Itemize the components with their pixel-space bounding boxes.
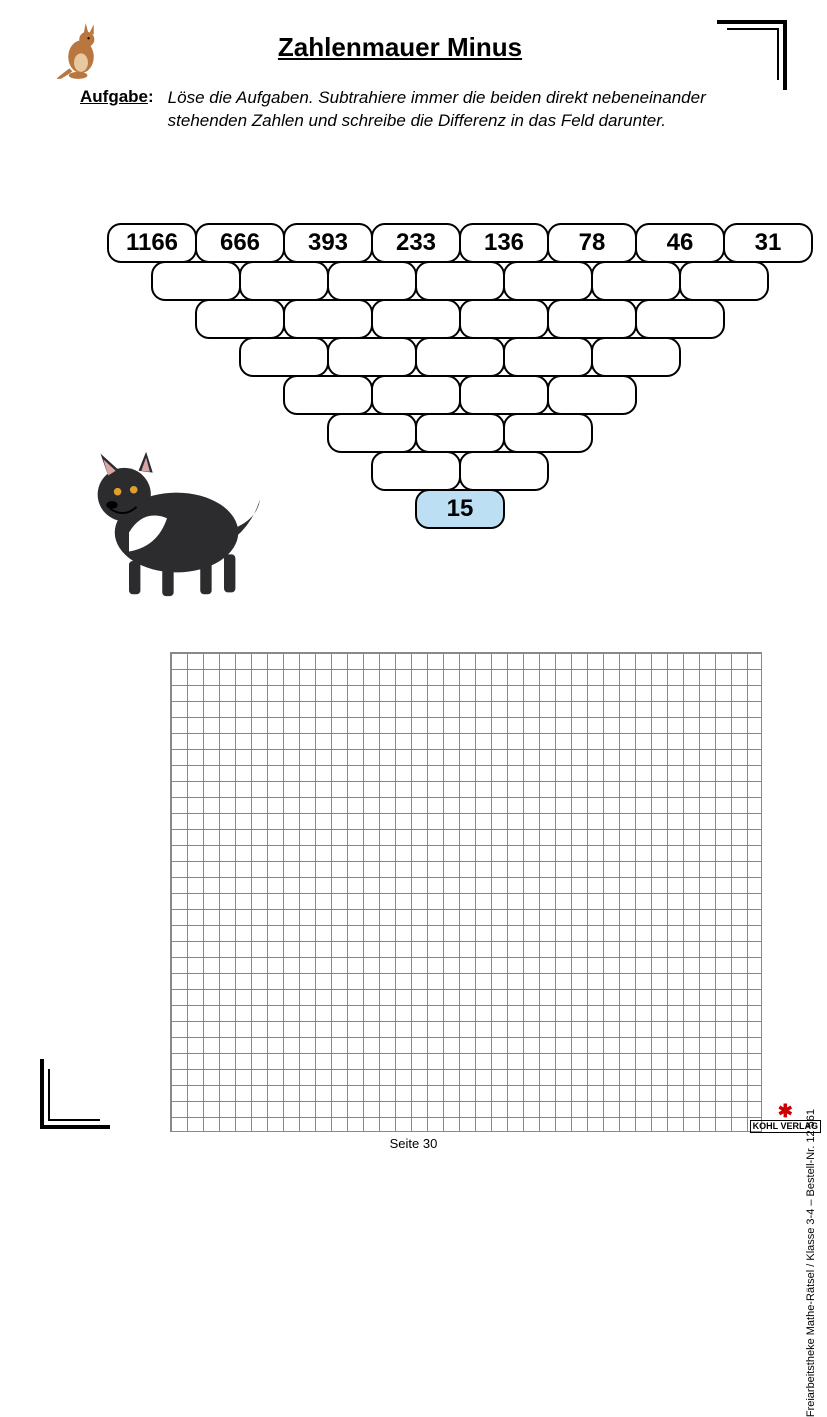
wall-brick-filled: 233	[371, 223, 461, 263]
wall-brick-empty[interactable]	[415, 337, 505, 377]
wall-brick-filled: 1166	[107, 223, 197, 263]
wall-brick-empty[interactable]	[151, 261, 241, 301]
wall-row: 1166666393233136784631	[100, 224, 820, 262]
wall-brick-empty[interactable]	[283, 299, 373, 339]
wall-brick-filled: 46	[635, 223, 725, 263]
wall-brick-empty[interactable]	[195, 299, 285, 339]
work-grid[interactable]	[170, 652, 762, 1132]
wall-brick-empty[interactable]	[371, 451, 461, 491]
wall-brick-empty[interactable]	[327, 337, 417, 377]
wall-brick-empty[interactable]	[679, 261, 769, 301]
wall-brick-empty[interactable]	[503, 261, 593, 301]
wall-brick-empty[interactable]	[635, 299, 725, 339]
wall-row	[100, 262, 820, 300]
wall-brick-empty[interactable]	[415, 413, 505, 453]
tasmanian-devil-icon	[72, 438, 262, 608]
wall-brick-empty[interactable]	[547, 375, 637, 415]
wall-row	[100, 376, 820, 414]
side-publication-info: Freiarbeitstheke Mathe-Rätsel / Klasse 3…	[805, 1109, 817, 1417]
wall-row	[100, 300, 820, 338]
wall-brick-empty[interactable]	[283, 375, 373, 415]
wall-brick-empty[interactable]	[459, 299, 549, 339]
wall-brick-empty[interactable]	[503, 337, 593, 377]
wall-brick-filled: 136	[459, 223, 549, 263]
wall-brick-empty[interactable]	[371, 299, 461, 339]
wall-brick-empty[interactable]	[459, 451, 549, 491]
wall-brick-empty[interactable]	[591, 261, 681, 301]
wall-brick-filled: 393	[283, 223, 373, 263]
task-label: Aufgabe:	[80, 87, 154, 133]
wall-brick-filled: 666	[195, 223, 285, 263]
wall-brick-filled: 31	[723, 223, 813, 263]
wall-brick-empty[interactable]	[459, 375, 549, 415]
wall-brick-empty[interactable]	[415, 261, 505, 301]
task-block: Aufgabe: Löse die Aufgaben. Subtrahiere …	[50, 87, 750, 133]
wall-row	[100, 338, 820, 376]
wall-brick-empty[interactable]	[327, 261, 417, 301]
wall-brick-empty[interactable]	[371, 375, 461, 415]
wall-brick-empty[interactable]	[327, 413, 417, 453]
page-title: Zahlenmauer Minus	[50, 32, 750, 63]
wall-brick-filled: 78	[547, 223, 637, 263]
page-number: Seite 30	[0, 1136, 827, 1151]
wall-brick-empty[interactable]	[239, 261, 329, 301]
wall-brick-empty[interactable]	[239, 337, 329, 377]
wall-brick-empty[interactable]	[591, 337, 681, 377]
wall-brick-empty[interactable]	[547, 299, 637, 339]
task-text: Löse die Aufgaben. Subtrahiere immer die…	[168, 87, 720, 133]
publisher-logo: ✱ KOHL VERLAG	[750, 1102, 821, 1133]
wall-brick-empty[interactable]	[503, 413, 593, 453]
wall-brick-filled: 15	[415, 489, 505, 529]
